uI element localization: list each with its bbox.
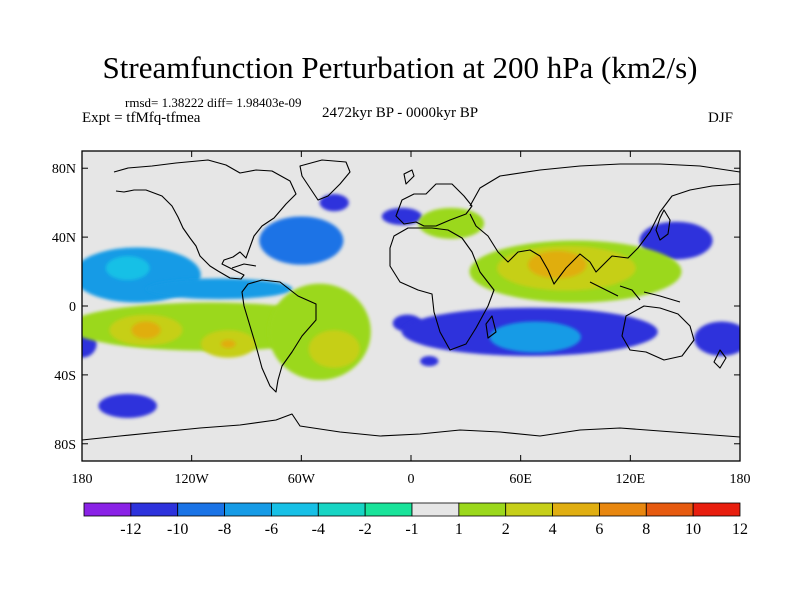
contour-field — [82, 194, 740, 418]
contour-region — [308, 330, 360, 368]
colorbar-swatch — [692, 502, 741, 517]
contour-region — [268, 283, 371, 381]
axes: 180 120W 60W 0 60E 120E 180 80N 40N 0 40S 80S — [52, 151, 751, 487]
y-tick-label: 80S — [54, 438, 76, 453]
x-tick-label: 60E — [509, 472, 532, 487]
colorbar: -12 -10 -8 -6 -4 -2 -1 1 2 4 6 8 10 12 — [83, 502, 748, 538]
colorbar-label: 4 — [549, 521, 557, 538]
contour-region — [694, 321, 740, 356]
colorbar-swatch — [177, 502, 225, 517]
experiment-label: Expt = tfMfq-tfmea — [82, 110, 201, 126]
colorbar-label: 2 — [502, 521, 510, 538]
colorbar-swatch — [505, 502, 553, 517]
colorbar-label: 6 — [595, 521, 603, 538]
coastline-greenland — [299, 159, 351, 201]
colorbar-swatch — [458, 502, 507, 517]
colorbar-swatch — [645, 502, 694, 517]
y-tick-label: 80N — [52, 162, 76, 177]
coastline-europe — [395, 169, 473, 227]
colorbar-label: 8 — [642, 521, 650, 538]
colorbar-swatch — [83, 502, 132, 517]
colorbar-label: -1 — [405, 521, 418, 538]
colorbar-swatch — [599, 502, 647, 517]
colorbar-label: 12 — [732, 521, 748, 538]
colorbar-swatch — [411, 502, 460, 517]
x-tick-label: 120W — [175, 472, 210, 487]
period-label: 2472kyr BP - 0000kyr BP — [322, 105, 479, 121]
contour-region — [105, 256, 150, 281]
x-tick-label: 180 — [72, 472, 93, 487]
colorbar-label: -10 — [167, 521, 188, 538]
contour-region — [381, 207, 422, 226]
coastline-asia — [469, 163, 740, 285]
colorbar-swatch — [130, 502, 179, 517]
colorbar-label: -4 — [312, 521, 325, 538]
colorbar-label: -6 — [265, 521, 278, 538]
contour-region — [639, 221, 713, 260]
x-tick-label: 120E — [616, 472, 646, 487]
coastline-north-america — [113, 159, 297, 280]
colorbar-label: -8 — [218, 521, 231, 538]
contour-region — [131, 321, 161, 339]
colorbar-swatch — [224, 502, 272, 517]
contour-region — [259, 216, 344, 265]
contour-region — [145, 278, 293, 300]
season-label: DJF — [708, 110, 734, 126]
coastline-africa — [389, 227, 497, 351]
x-tick-label: 180 — [730, 472, 751, 487]
coastlines — [82, 159, 740, 441]
x-tick-label: 60W — [288, 472, 316, 487]
coastline-australia — [621, 305, 695, 361]
colorbar-label: 1 — [455, 521, 463, 538]
contour-region — [489, 321, 581, 353]
contour-region — [220, 339, 236, 349]
contour-region — [98, 393, 157, 418]
colorbar-label: -12 — [120, 521, 141, 538]
colorbar-swatch — [364, 502, 413, 517]
coastline-new-zealand — [713, 349, 727, 369]
contour-region — [319, 194, 349, 212]
colorbar-swatch — [317, 502, 366, 517]
x-tick-label: 0 — [408, 472, 415, 487]
y-tick-label: 0 — [69, 300, 76, 315]
colorbar-label: 10 — [685, 521, 701, 538]
colorbar-swatch — [271, 502, 319, 517]
coastline-indonesia — [589, 281, 681, 303]
y-tick-label: 40S — [54, 369, 76, 384]
coastline-antarctica — [82, 413, 740, 441]
contour-region — [527, 250, 587, 279]
contour-region — [420, 355, 439, 367]
coastline-japan — [655, 209, 671, 241]
stats-label: rmsd= 1.38222 diff= 1.98403e-09 — [125, 95, 302, 110]
colorbar-swatch — [552, 502, 600, 517]
y-tick-label: 40N — [52, 231, 76, 246]
contour-region — [418, 207, 485, 239]
colorbar-label: -2 — [358, 521, 371, 538]
chart-title: Streamfunction Perturbation at 200 hPa (… — [102, 50, 698, 85]
coastline-south-america — [241, 279, 317, 393]
